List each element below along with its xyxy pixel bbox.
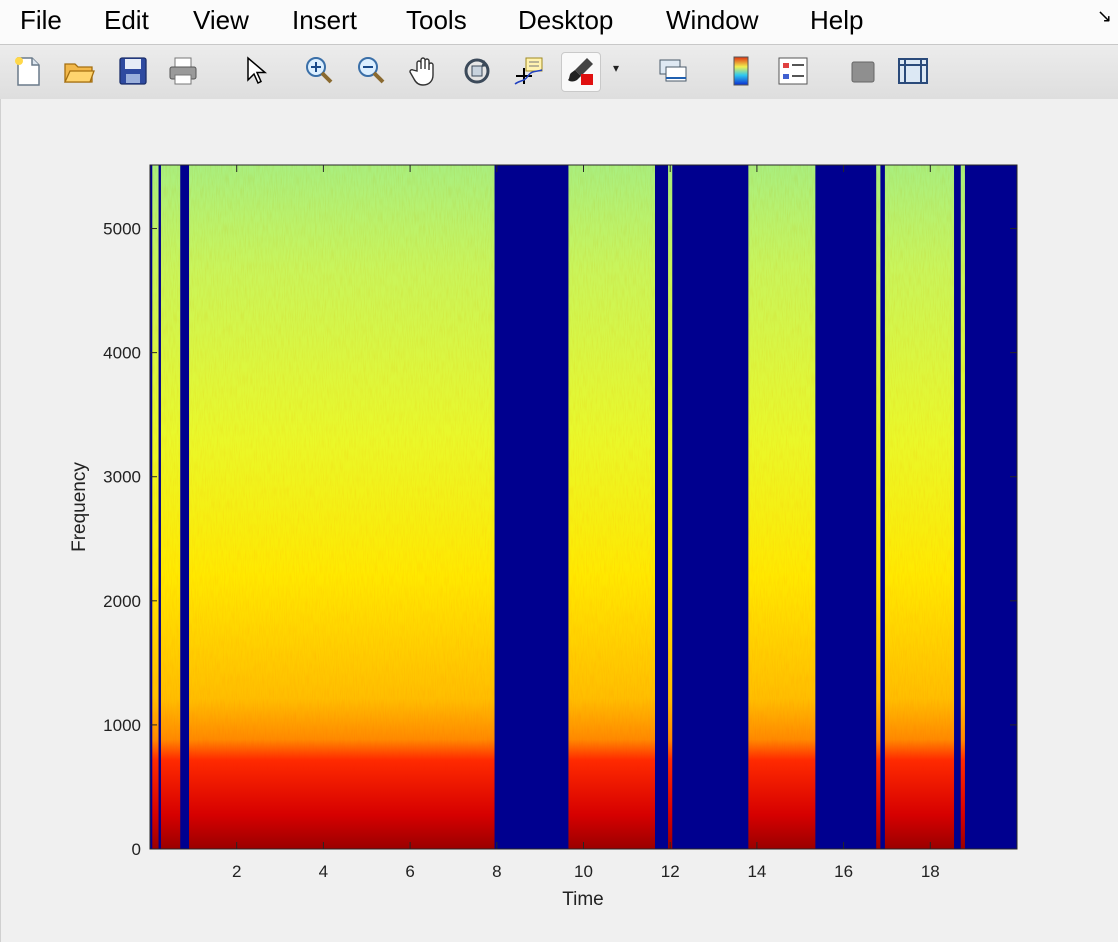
- silence-region: [655, 165, 669, 849]
- x-tick-label: 12: [661, 862, 680, 881]
- y-axis-label: Frequency: [69, 462, 90, 552]
- menu-tools[interactable]: Tools: [406, 5, 467, 35]
- save-icon[interactable]: [116, 54, 150, 88]
- spectrogram-chart: 2 4 6 8 10 12 14 16 18 0 1000 2000 3000 4000 5000 Tim…: [69, 164, 1018, 910]
- menu-desktop[interactable]: Desktop: [518, 5, 614, 35]
- y-tick-label: 5000: [103, 220, 141, 239]
- brush-dropdown-arrow-icon[interactable]: ▾: [613, 61, 620, 75]
- menu-edit[interactable]: Edit: [104, 5, 149, 35]
- silence-region: [954, 165, 961, 849]
- silence-region: [180, 165, 190, 849]
- colorbar-icon[interactable]: [724, 54, 758, 88]
- menu-window[interactable]: Window: [666, 5, 759, 35]
- resize-arrow-icon[interactable]: ↘: [1096, 6, 1112, 26]
- y-tick-label: 4000: [103, 344, 141, 363]
- toolbar: ▾: [0, 44, 1118, 100]
- silence-region: [815, 165, 877, 849]
- print-icon[interactable]: [166, 54, 200, 88]
- menu-bar: File Edit View Insert Tools Desktop Wind…: [0, 0, 1118, 44]
- texture-overlay: [150, 165, 1017, 849]
- zoom-in-icon[interactable]: [302, 54, 336, 88]
- brush-button[interactable]: [561, 52, 601, 92]
- silence-region: [672, 165, 749, 849]
- menu-file[interactable]: File: [20, 5, 62, 35]
- menu-insert[interactable]: Insert: [292, 5, 358, 35]
- show-plot-tools-icon[interactable]: [896, 54, 930, 88]
- y-tick-label: 2000: [103, 592, 141, 611]
- figure-canvas[interactable]: 2 4 6 8 10 12 14 16 18 0 1000 2000 3000 4000 5000 Tim…: [0, 99, 1118, 942]
- silence-region: [150, 165, 153, 849]
- y-tick-label: 1000: [103, 716, 141, 735]
- silence-region: [494, 165, 569, 849]
- y-tick-label: 0: [132, 840, 141, 859]
- x-tick-label: 6: [405, 862, 414, 881]
- x-tick-label: 14: [747, 862, 766, 881]
- menu-help[interactable]: Help: [810, 5, 864, 35]
- open-file-icon[interactable]: [62, 54, 96, 88]
- pan-hand-icon[interactable]: [408, 54, 442, 88]
- x-tick-label: 4: [319, 862, 328, 881]
- pointer-icon[interactable]: [240, 54, 274, 88]
- rotate-3d-icon[interactable]: [460, 54, 494, 88]
- new-figure-icon[interactable]: [11, 54, 45, 88]
- x-tick-label: 16: [834, 862, 853, 881]
- x-tick-label: 18: [921, 862, 940, 881]
- x-ticks: 2 4 6 8 10 12 14 16 18: [232, 165, 940, 881]
- data-cursor-icon[interactable]: [512, 54, 546, 88]
- hide-plot-tools-icon[interactable]: [846, 54, 880, 88]
- silence-region: [964, 165, 1017, 849]
- legend-icon[interactable]: [776, 54, 810, 88]
- x-tick-label: 8: [492, 862, 501, 881]
- x-tick-label: 10: [574, 862, 593, 881]
- y-tick-label: 3000: [103, 468, 141, 487]
- x-axis-label: Time: [562, 889, 604, 910]
- zoom-out-icon[interactable]: [354, 54, 388, 88]
- brush-icon: [563, 54, 597, 88]
- x-tick-label: 2: [232, 862, 241, 881]
- link-plot-icon[interactable]: [656, 54, 690, 88]
- y-ticks: 0 1000 2000 3000 4000 5000: [103, 220, 1017, 859]
- silence-region: [880, 165, 885, 849]
- menu-view[interactable]: View: [193, 5, 249, 35]
- silence-mask: [150, 165, 1017, 849]
- silence-region: [158, 165, 161, 849]
